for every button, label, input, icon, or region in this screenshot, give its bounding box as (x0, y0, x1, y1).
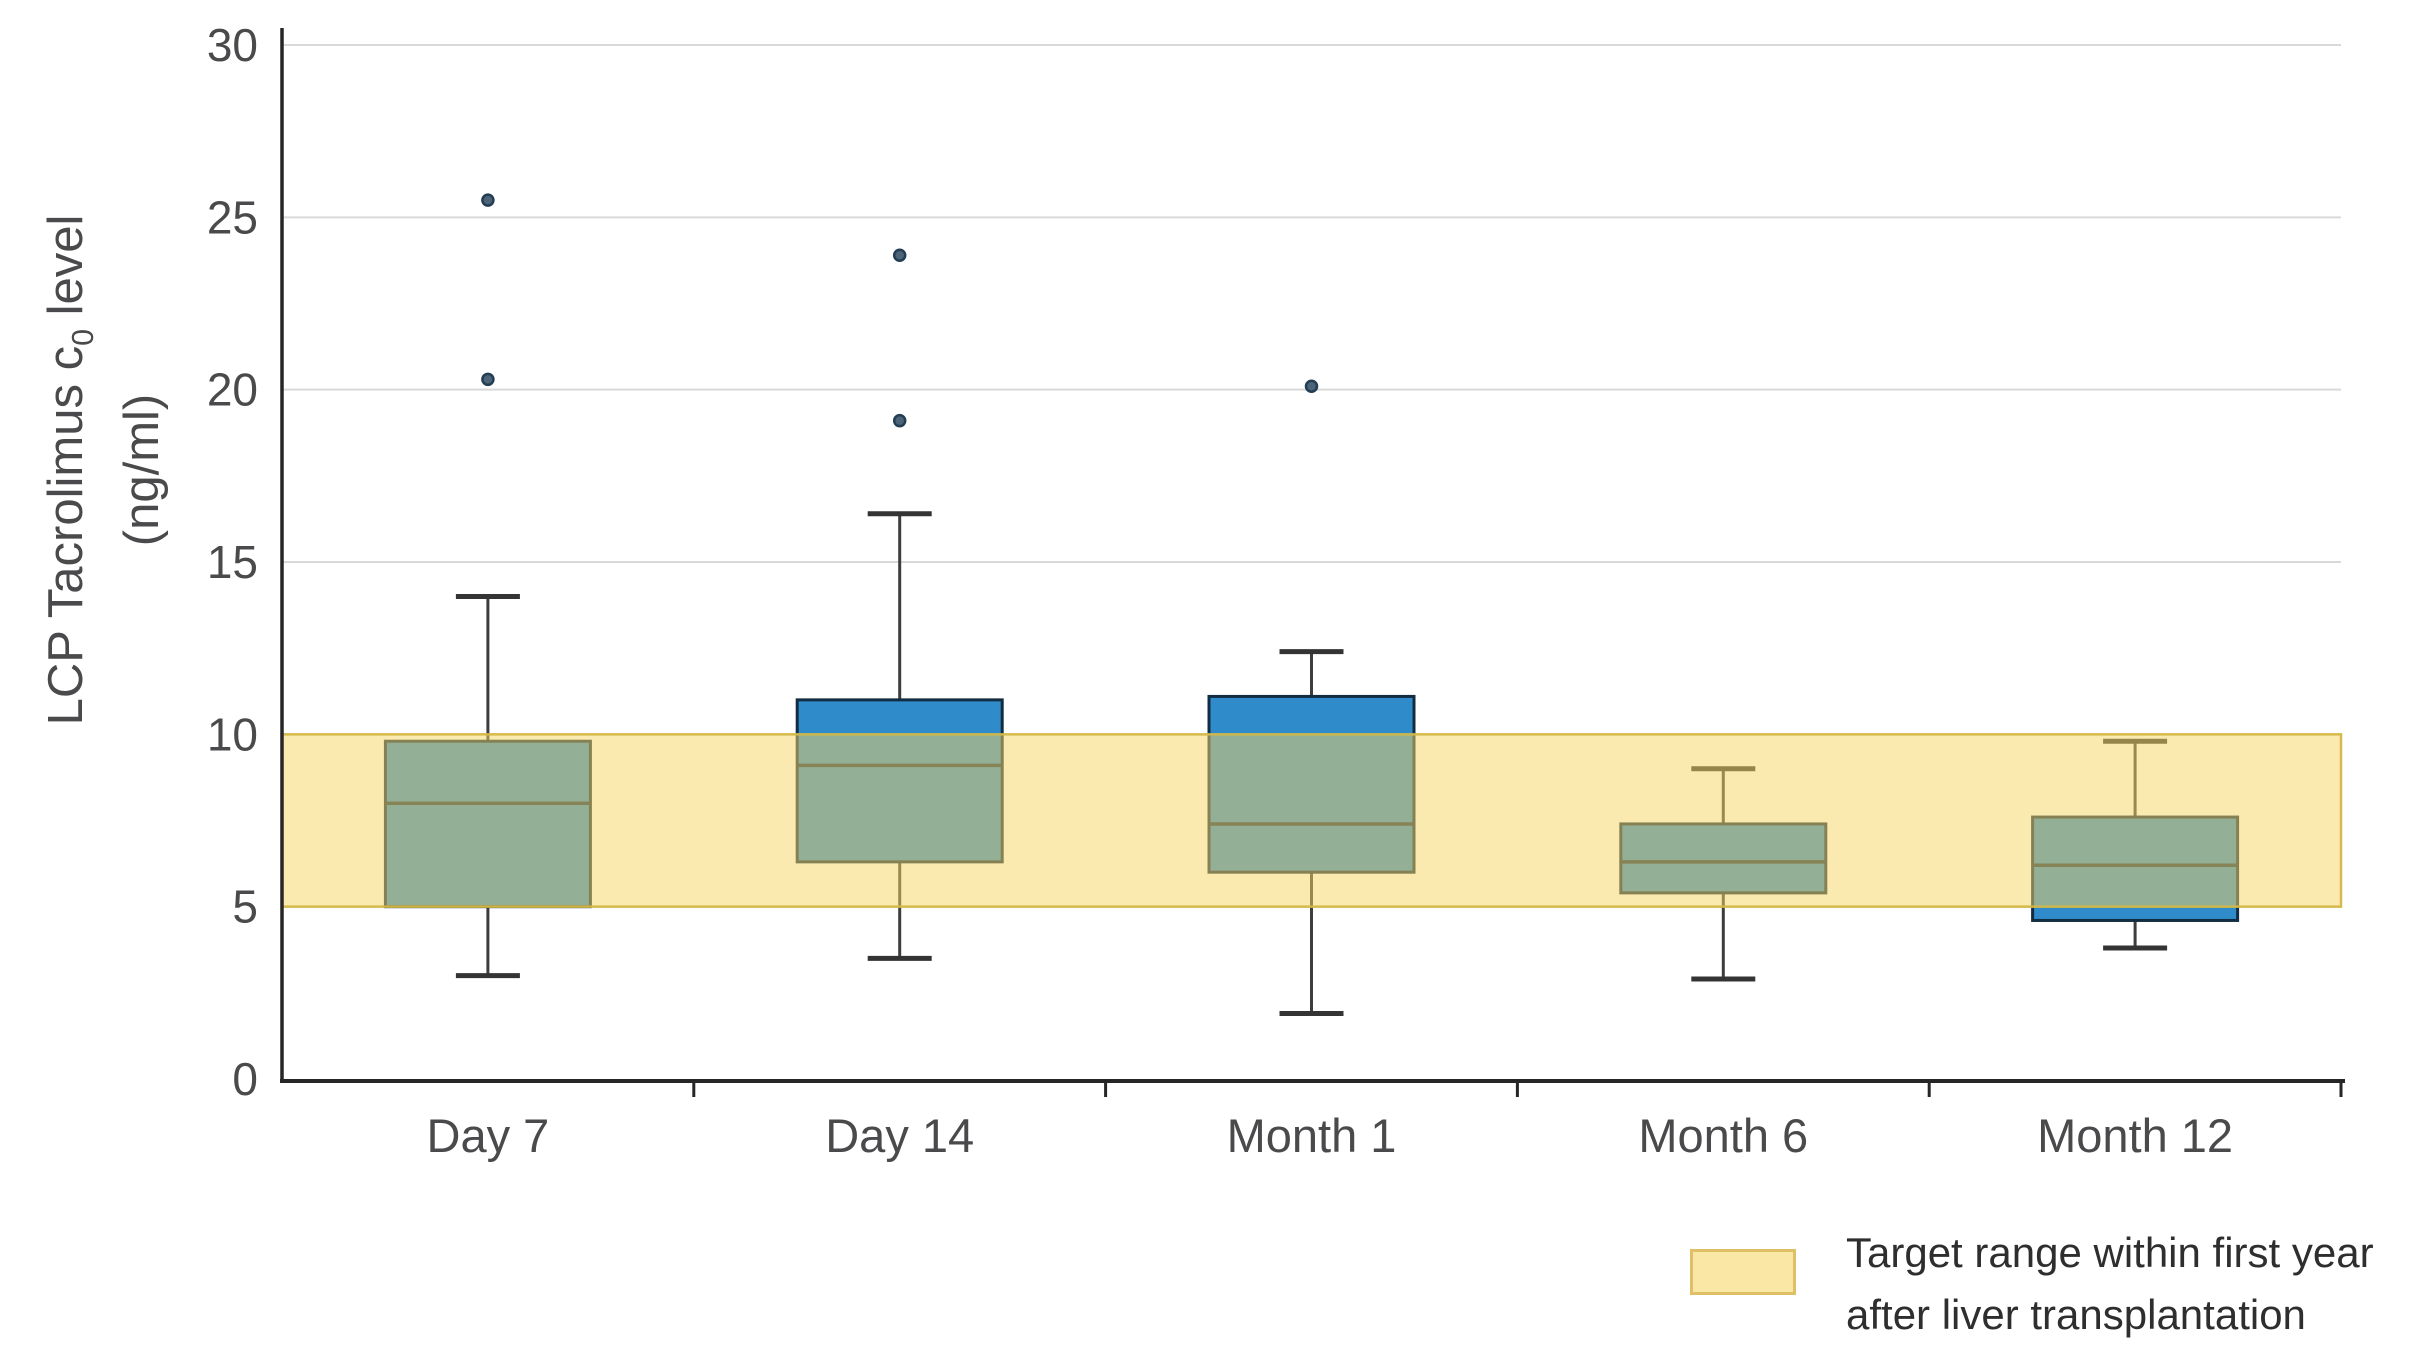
y-tick-label: 15 (207, 536, 258, 588)
outlier-point (892, 248, 907, 262)
y-axis-title-line1: LCP Tacrolimus c0 level (39, 214, 100, 726)
y-axis-title: LCP Tacrolimus c0 level (ng/ml) (30, 215, 180, 726)
outlier-point (481, 372, 495, 387)
legend-label: Target range within first year after liv… (1846, 1222, 2374, 1345)
legend: Target range within first year after liv… (1690, 1222, 2374, 1345)
x-category-label: Month 12 (2037, 1109, 2233, 1162)
y-tick-label: 20 (207, 364, 258, 416)
y-tick-label: 0 (232, 1053, 258, 1105)
y-tick-label: 25 (207, 191, 258, 243)
target-range-legend-swatch (1690, 1249, 1796, 1295)
x-category-label: Day 7 (427, 1109, 550, 1162)
y-axis-title-line2: (ng/ml) (115, 393, 170, 547)
y-tick-label: 5 (232, 881, 258, 933)
legend-label-line2: after liver transplantation (1846, 1290, 2306, 1338)
legend-label-line1: Target range within first year (1846, 1229, 2374, 1276)
y-axis-title-subscript: 0 (65, 329, 100, 346)
y-tick-label: 30 (207, 19, 258, 71)
outlier-point (1304, 379, 1319, 393)
x-category-label: Day 14 (825, 1109, 974, 1162)
x-category-label: Month 6 (1638, 1109, 1808, 1162)
outlier-point (481, 193, 495, 207)
y-tick-label: 10 (207, 708, 258, 760)
target-band (280, 733, 2343, 908)
x-category-label: Month 1 (1227, 1109, 1397, 1162)
outlier-point (892, 413, 907, 428)
